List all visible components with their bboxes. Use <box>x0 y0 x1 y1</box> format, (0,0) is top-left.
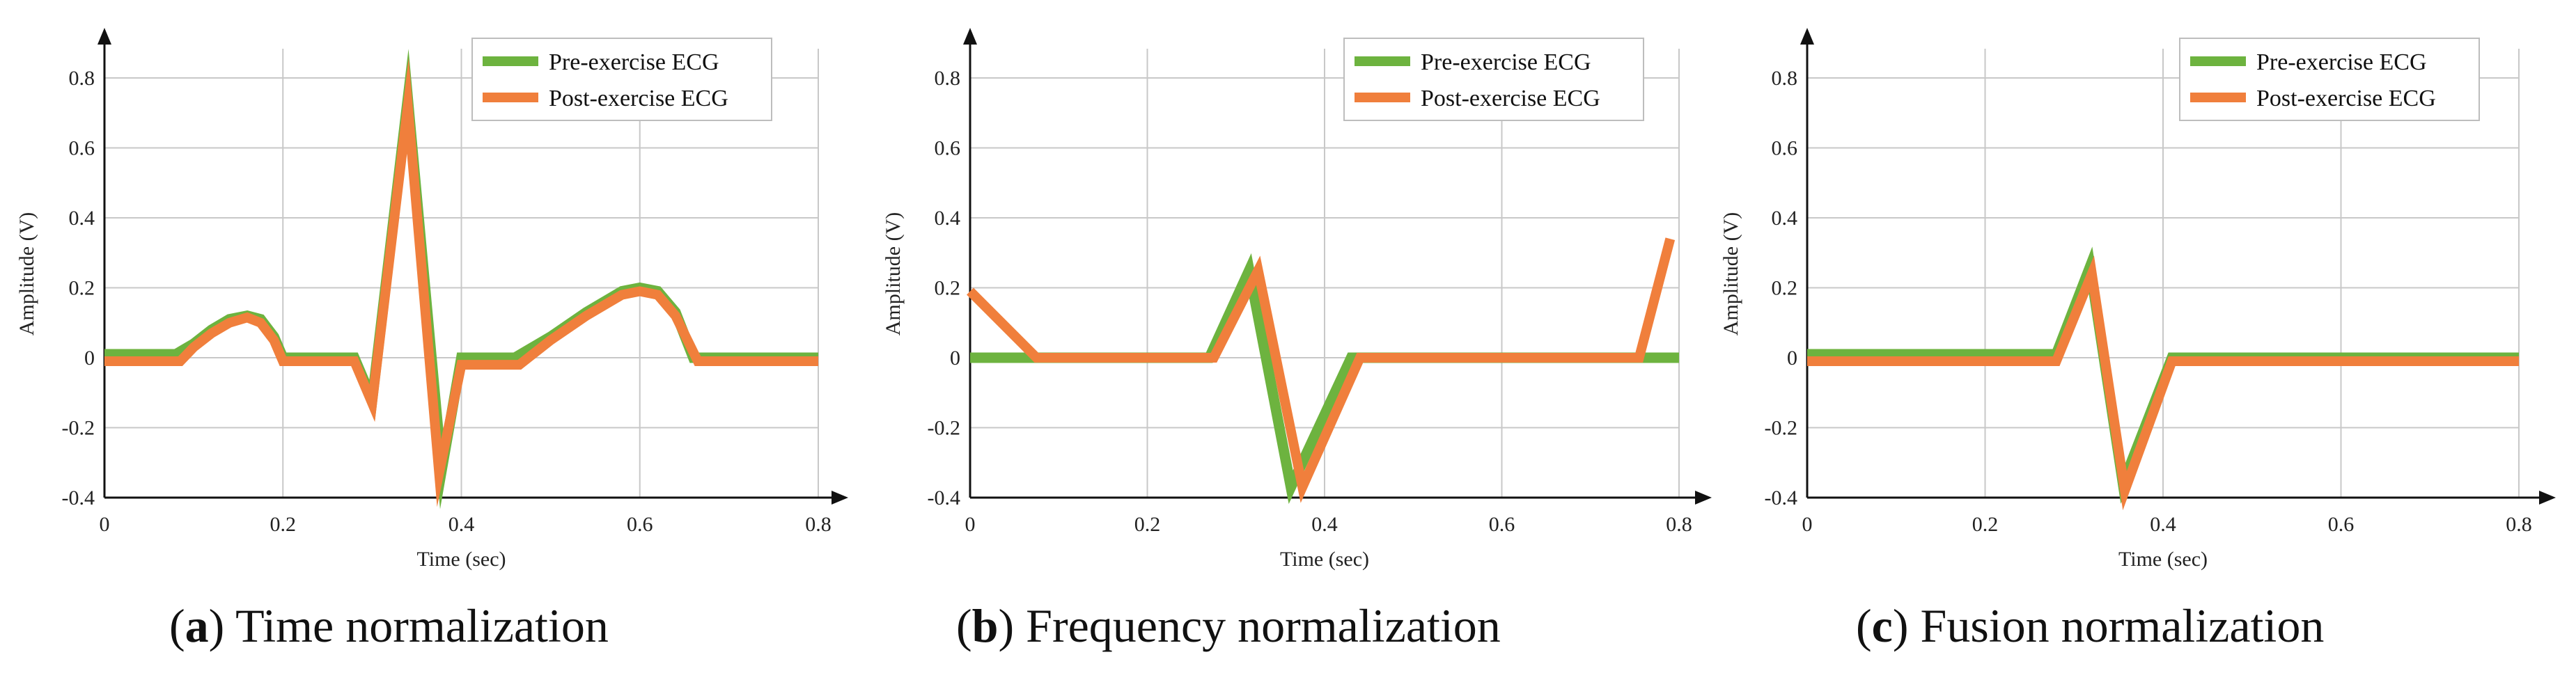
legend-label: Post-exercise ECG <box>2256 86 2436 111</box>
legend-label: Pre-exercise ECG <box>2256 49 2427 75</box>
legend-label: Pre-exercise ECG <box>549 49 719 75</box>
y-tick-label: 0.8 <box>1772 67 1798 90</box>
chart-panel-b: -0.4 -0.2 0 0.2 0.4 0.6 0.8 0 0.2 0.4 0.6 0.8 Time (… <box>882 28 1712 571</box>
legend: Pre-exercise ECG Post-exercise ECG <box>471 38 772 121</box>
x-tick-label: 0.2 <box>1972 513 1999 536</box>
legend-box <box>2179 38 2480 121</box>
chart-panel-a: -0.4 -0.2 0 0.2 0.4 0.6 0.8 0 0.2 0.4 0.6 0.8 Time (… <box>15 28 848 571</box>
y-tick-label: 0 <box>84 347 95 370</box>
caption-a: (a) Time normalization <box>169 599 609 652</box>
y-tick-label: 0.2 <box>69 277 95 300</box>
y-tick-label: 0 <box>950 347 960 370</box>
x-axis-arrow <box>832 491 848 505</box>
y-tick-label: 0.2 <box>935 277 961 300</box>
y-tick-label: -0.2 <box>928 417 961 440</box>
y-tick-label: 0.8 <box>935 67 961 90</box>
y-tick-label: 0.6 <box>1772 137 1798 160</box>
x-tick-label: 0.4 <box>2150 513 2176 536</box>
y-tick-label: 0.4 <box>1772 207 1798 230</box>
x-tick-label: 0.6 <box>1489 513 1515 536</box>
caption-a-text: Time normalization <box>235 599 609 652</box>
x-axis-arrow <box>2539 491 2556 505</box>
legend: Pre-exercise ECG Post-exercise ECG <box>1343 38 1644 121</box>
legend-label: Post-exercise ECG <box>1421 86 1600 111</box>
x-tick-label: 0 <box>1802 513 1813 536</box>
y-tick-label: 0.4 <box>69 207 95 230</box>
y-axis-arrow <box>1800 28 1814 45</box>
y-tick-label: 0 <box>1787 347 1797 370</box>
y-tick-label: -0.2 <box>1765 417 1798 440</box>
x-tick-label: 0.8 <box>805 513 832 536</box>
x-tick-label: 0.8 <box>1666 513 1692 536</box>
y-axis-arrow <box>97 28 111 45</box>
x-axis-label: Time (sec) <box>1280 548 1369 571</box>
x-tick-label: 0.2 <box>270 513 297 536</box>
y-tick-label: 0.8 <box>69 67 95 90</box>
y-axis-label: Amplitude (V) <box>15 212 38 335</box>
x-tick-label: 0 <box>965 513 976 536</box>
y-tick-label: -0.4 <box>1765 486 1798 509</box>
x-tick-label: 0.8 <box>2506 513 2532 536</box>
y-tick-label: -0.4 <box>62 486 95 509</box>
caption-b-letter: b <box>971 599 999 652</box>
y-tick-label: 0.2 <box>1772 277 1798 300</box>
caption-c: (c) Fusion normalization <box>1856 599 2325 652</box>
x-tick-label: 0.4 <box>448 513 475 536</box>
y-tick-label: 0.6 <box>69 137 95 160</box>
x-axis-label: Time (sec) <box>416 548 506 571</box>
caption-a-letter: a <box>185 599 209 652</box>
legend-label: Post-exercise ECG <box>549 86 728 111</box>
y-tick-label: 0.6 <box>935 137 961 160</box>
caption-b: (b) Frequency normalization <box>956 599 1501 652</box>
legend: Pre-exercise ECG Post-exercise ECG <box>2179 38 2480 121</box>
x-tick-label: 0.4 <box>1311 513 1338 536</box>
y-axis-label: Amplitude (V) <box>1719 212 1742 335</box>
x-axis-arrow <box>1695 491 1712 505</box>
caption-b-text: Frequency normalization <box>1026 599 1501 652</box>
y-axis-arrow <box>963 28 977 45</box>
x-tick-label: 0.6 <box>627 513 653 536</box>
x-tick-label: 0.2 <box>1134 513 1161 536</box>
y-tick-label: 0.4 <box>935 207 961 230</box>
chart-panel-c: -0.4 -0.2 0 0.2 0.4 0.6 0.8 0 0.2 0.4 0.6 0.8 Time (… <box>1719 28 2556 571</box>
caption-c-text: Fusion normalization <box>1920 599 2325 652</box>
x-tick-label: 0.6 <box>2328 513 2355 536</box>
series-line-post <box>967 237 1676 503</box>
y-tick-label: -0.4 <box>928 486 961 509</box>
legend-label: Pre-exercise ECG <box>1421 49 1591 75</box>
caption-c-letter: c <box>1871 599 1893 652</box>
series-line-post <box>104 58 818 507</box>
x-tick-label: 0 <box>100 513 110 536</box>
legend-box <box>1343 38 1644 121</box>
x-axis-label: Time (sec) <box>2118 548 2208 571</box>
y-tick-label: -0.2 <box>62 417 95 440</box>
legend-box <box>471 38 772 121</box>
y-axis-label: Amplitude (V) <box>882 212 905 335</box>
series-line-post <box>1807 255 2519 511</box>
